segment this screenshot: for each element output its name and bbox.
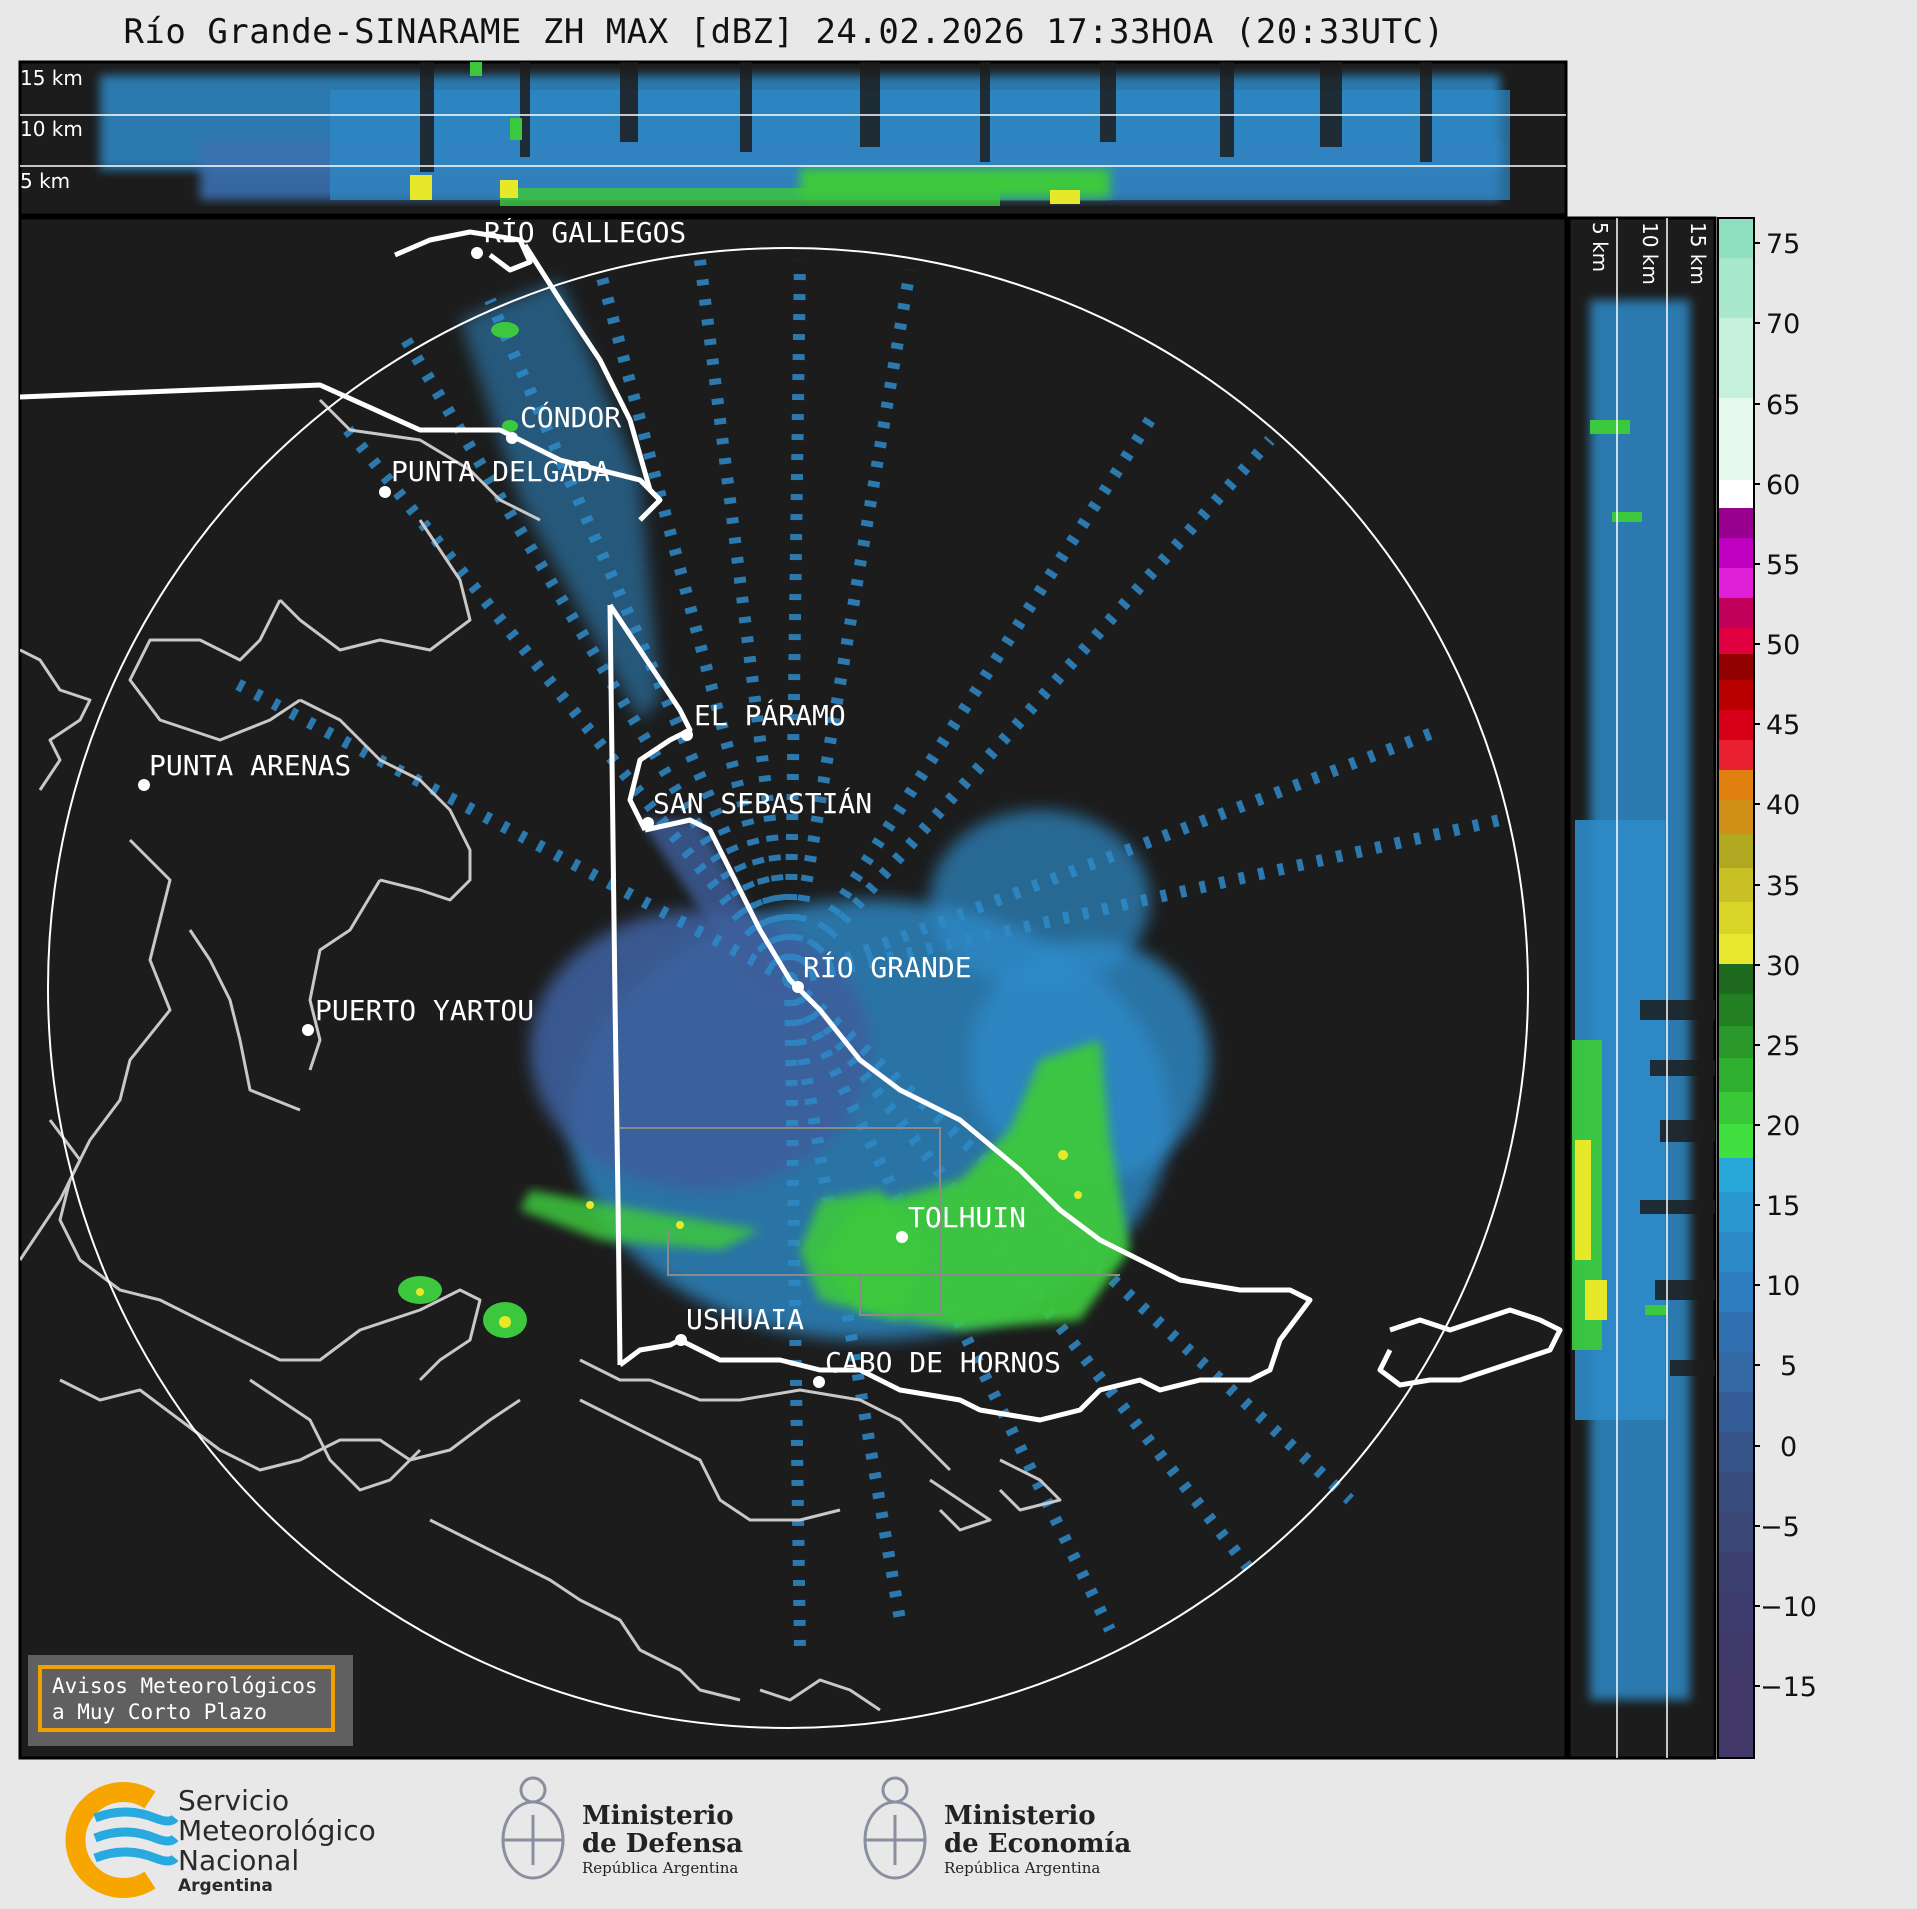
- city-label-puerto-yartou: PUERTO YARTOU: [315, 994, 534, 1027]
- economia-line-1: Ministerio: [944, 1801, 1096, 1831]
- city-label-rio-grande: RÍO GRANDE: [803, 950, 972, 984]
- colorbar-tick: 10: [1766, 1271, 1800, 1302]
- coat-of-arms-icon: [501, 1776, 565, 1880]
- defensa-line-3: República Argentina: [582, 1859, 739, 1877]
- top-height-label-15: 15 km: [20, 66, 83, 90]
- side-height-label-15: 15 km: [1686, 222, 1710, 285]
- warning-line-1: Avisos Meteorológicos: [52, 1674, 318, 1698]
- city-label-punta-arenas: PUNTA ARENAS: [149, 749, 351, 782]
- colorbar-tick: 55: [1766, 550, 1800, 581]
- smn-line-2: Meteorológico: [178, 1814, 376, 1847]
- borders: [20, 229, 1563, 1423]
- smn-logo: Servicio Meteorológico Nacional Argentin…: [178, 1784, 376, 1897]
- city-label-ushuaia: USHUAIA: [686, 1303, 804, 1336]
- side-height-panel: 5 km 10 km 15 km: [1567, 216, 1717, 1760]
- city-label-san-sebastian: SAN SEBASTIÁN: [653, 786, 872, 820]
- warning-line-2: a Muy Corto Plazo: [52, 1700, 267, 1724]
- colorbar-tick: 30: [1766, 951, 1800, 982]
- colorbar: 75 70 65 60 55 50 45 40 35 30 25 20 15 1…: [1717, 217, 1817, 1759]
- defensa-logo: Ministerio de Defensa República Argentin…: [582, 1802, 743, 1878]
- colorbar-tick: 5: [1780, 1351, 1797, 1382]
- city-label-rio-gallegos: RÍO GALLEGOS: [484, 215, 686, 249]
- city-markers: [138, 247, 908, 1388]
- defensa-line-1: Ministerio: [582, 1801, 734, 1831]
- top-height-label-5: 5 km: [20, 169, 70, 193]
- city-label-condor: CÓNDOR: [520, 400, 621, 434]
- city-label-cabo-de-hornos: CABO DE HORNOS: [825, 1346, 1061, 1379]
- smn-logo-icon: [65, 1782, 179, 1898]
- page-title: Río Grande-SINARAME ZH MAX [dBZ] 24.02.2…: [123, 12, 1445, 52]
- smn-line-3: Nacional: [178, 1844, 300, 1877]
- side-height-label-5: 5 km: [1588, 222, 1612, 272]
- coastlines: [20, 398, 1062, 1712]
- economia-line-2: de Economía: [944, 1829, 1132, 1859]
- coat-of-arms-icon: [863, 1776, 927, 1880]
- top-height-label-10: 10 km: [20, 117, 83, 141]
- colorbar-tick: 35: [1766, 871, 1800, 902]
- city-label-el-paramo: EL PÁRAMO: [694, 698, 846, 732]
- colorbar-tick: 25: [1766, 1031, 1800, 1062]
- colorbar-tick: 65: [1766, 390, 1800, 421]
- economia-logo: Ministerio de Economía República Argenti…: [944, 1802, 1131, 1878]
- colorbar-tick: 15: [1766, 1191, 1800, 1222]
- warning-box: Avisos Meteorológicos a Muy Corto Plazo: [28, 1655, 353, 1746]
- colorbar-tick: −5: [1760, 1512, 1800, 1543]
- city-label-tolhuin: TOLHUIN: [908, 1201, 1026, 1234]
- colorbar-tick: 70: [1766, 309, 1800, 340]
- colorbar-tick: 40: [1766, 790, 1800, 821]
- colorbar-tick: 0: [1780, 1432, 1797, 1463]
- radar-map-panel: RÍO GALLEGOS CÓNDOR PUNTA DELGADA PUNTA …: [18, 215, 1568, 1760]
- defensa-line-2: de Defensa: [582, 1829, 743, 1859]
- colorbar-tick: −10: [1760, 1592, 1817, 1623]
- top-height-panel: 15 km 10 km 5 km: [18, 60, 1568, 217]
- economia-line-3: República Argentina: [944, 1859, 1101, 1877]
- colorbar-tick: −15: [1760, 1672, 1817, 1703]
- smn-line-4: Argentina: [178, 1876, 273, 1896]
- reflectivity-field: [227, 259, 1502, 1651]
- city-label-punta-delgada: PUNTA DELGADA: [391, 455, 610, 488]
- colorbar-tick: 75: [1766, 229, 1800, 260]
- colorbar-tick: 50: [1766, 630, 1800, 661]
- colorbar-tick: 45: [1766, 710, 1800, 741]
- colorbar-tick: 60: [1766, 470, 1800, 501]
- side-height-label-10: 10 km: [1638, 222, 1662, 285]
- smn-line-1: Servicio: [178, 1784, 290, 1817]
- colorbar-tick: 20: [1766, 1111, 1800, 1142]
